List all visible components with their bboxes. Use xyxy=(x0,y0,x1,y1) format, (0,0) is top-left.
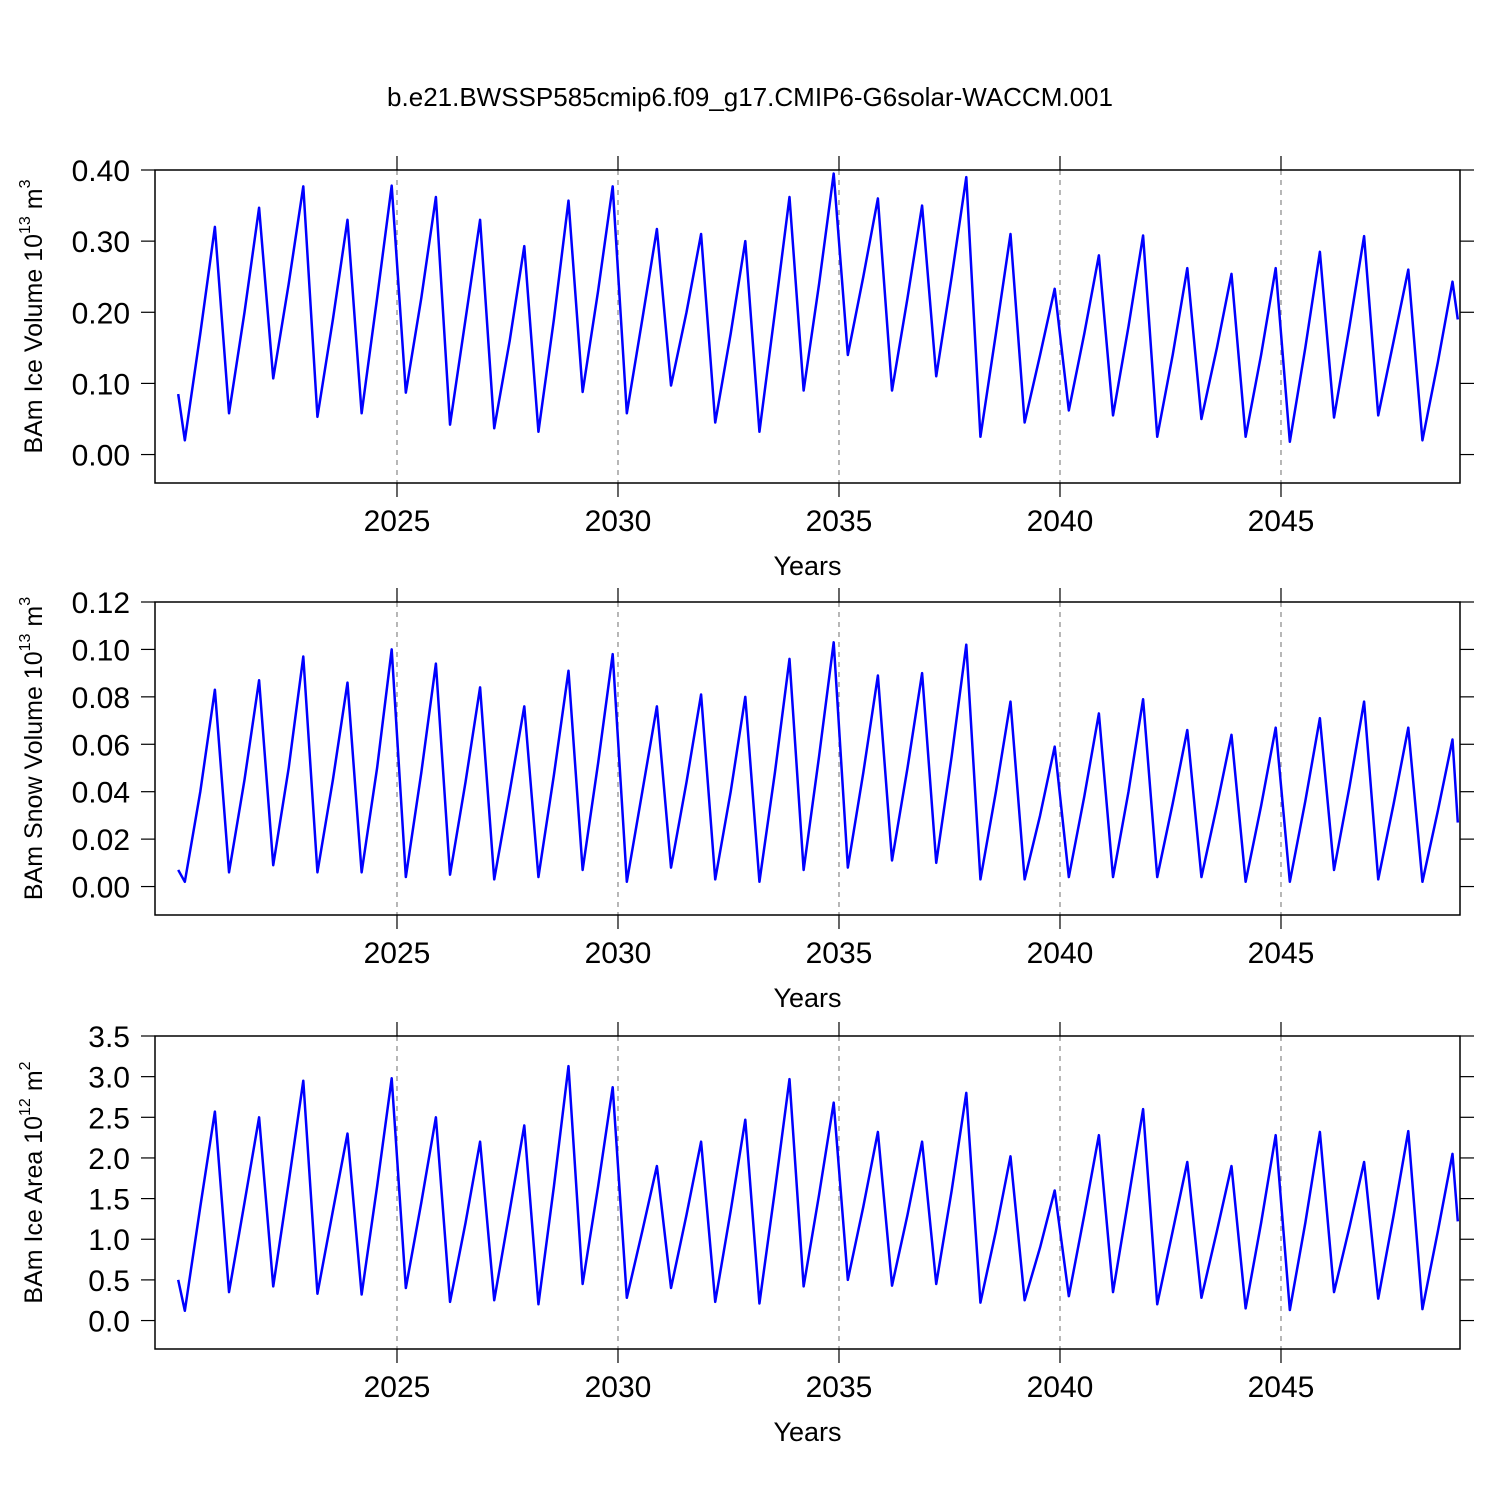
x-tick-label: 2040 xyxy=(1027,937,1094,970)
x-tick-label: 2025 xyxy=(364,1371,431,1404)
x-tick-label: 2030 xyxy=(585,1371,652,1404)
y-axis-label: BAm Snow Volume 1013 m3 xyxy=(17,597,48,900)
y-axis-label-exponent: 13 xyxy=(17,633,34,651)
y-tick-label: 0.06 xyxy=(72,729,130,762)
x-tick-label: 2030 xyxy=(585,937,652,970)
y-axis-label-unit: m xyxy=(20,606,48,627)
y-tick-label: 3.5 xyxy=(88,1021,130,1054)
chart-title: b.e21.BWSSP585cmip6.f09_g17.CMIP6-G6sola… xyxy=(387,82,1113,112)
plot-frame xyxy=(154,169,1461,484)
y-axis-label-text: BAm Ice Area 10 xyxy=(20,1116,48,1304)
x-tick-label: 2045 xyxy=(1248,505,1315,538)
data-line xyxy=(176,1064,1460,1313)
x-tick-label: 2045 xyxy=(1248,937,1315,970)
y-axis-label-text: BAm Ice Volume 10 xyxy=(20,234,48,454)
y-axis-label-text: BAm Snow Volume 10 xyxy=(20,651,48,900)
plot-frame xyxy=(154,601,1461,916)
y-tick-label: 0.30 xyxy=(72,226,130,259)
y-tick-label: 0.00 xyxy=(72,872,130,905)
y-tick-label: 2.5 xyxy=(88,1102,130,1135)
x-tick-label: 2025 xyxy=(364,937,431,970)
y-tick-label: 0.0 xyxy=(88,1306,130,1339)
y-axis-label-exponent: 12 xyxy=(17,1098,34,1116)
x-tick-label: 2035 xyxy=(806,505,873,538)
y-tick-label: 0.10 xyxy=(72,634,130,667)
y-axis-label-unit-exponent: 2 xyxy=(17,1061,34,1070)
y-tick-label: 1.0 xyxy=(88,1224,130,1257)
y-axis-label-unit-exponent: 3 xyxy=(17,179,34,188)
y-axis-label-unit: m xyxy=(20,1070,48,1091)
y-tick-label: 0.02 xyxy=(72,824,130,857)
y-tick-label: 0.5 xyxy=(88,1265,130,1298)
data-line xyxy=(176,172,1460,443)
y-axis-label-unit: m xyxy=(20,188,48,209)
x-tick-label: 2040 xyxy=(1027,1371,1094,1404)
plot-frame xyxy=(154,1035,1461,1350)
x-tick-label: 2045 xyxy=(1248,1371,1315,1404)
y-tick-label: 0.20 xyxy=(72,297,130,330)
x-axis-label: Years xyxy=(773,983,841,1013)
y-axis-label: BAm Ice Area 1012 m2 xyxy=(17,1061,48,1303)
y-axis-label: BAm Ice Volume 1013 m3 xyxy=(17,179,48,453)
y-tick-label: 3.0 xyxy=(88,1062,130,1095)
data-line xyxy=(177,641,1460,884)
x-axis-label: Years xyxy=(773,551,841,581)
y-tick-label: 0.00 xyxy=(72,440,130,473)
y-tick-label: 0.12 xyxy=(72,587,130,620)
y-tick-label: 0.08 xyxy=(72,682,130,715)
x-tick-label: 2040 xyxy=(1027,505,1094,538)
x-tick-label: 2035 xyxy=(806,937,873,970)
y-tick-label: 2.0 xyxy=(88,1143,130,1176)
x-tick-label: 2035 xyxy=(806,1371,873,1404)
x-tick-label: 2025 xyxy=(364,505,431,538)
x-axis-label: Years xyxy=(773,1417,841,1447)
y-axis-label-exponent: 13 xyxy=(17,216,34,234)
x-tick-label: 2030 xyxy=(585,505,652,538)
y-axis-label-unit-exponent: 3 xyxy=(17,597,34,606)
y-tick-label: 0.40 xyxy=(72,155,130,188)
y-tick-label: 0.10 xyxy=(72,368,130,401)
y-tick-label: 1.5 xyxy=(88,1184,130,1217)
y-tick-label: 0.04 xyxy=(72,777,130,810)
